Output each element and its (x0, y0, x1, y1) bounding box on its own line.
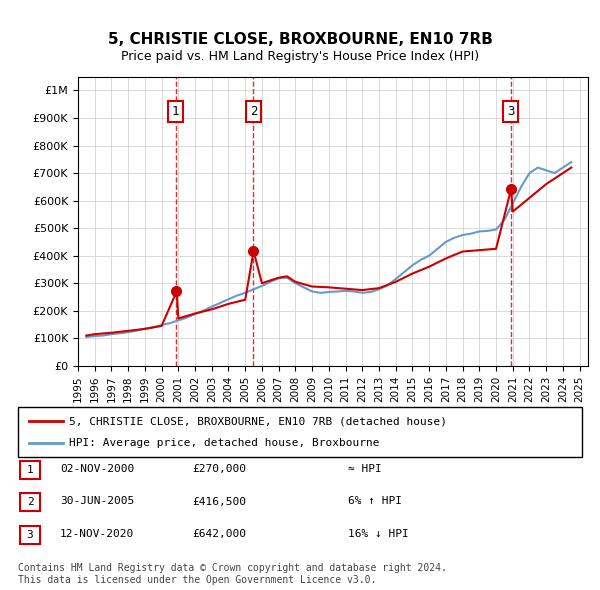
FancyBboxPatch shape (20, 461, 40, 478)
FancyBboxPatch shape (20, 493, 40, 511)
FancyBboxPatch shape (18, 407, 582, 457)
Text: 3: 3 (507, 105, 514, 118)
Text: 5, CHRISTIE CLOSE, BROXBOURNE, EN10 7RB (detached house): 5, CHRISTIE CLOSE, BROXBOURNE, EN10 7RB … (69, 416, 447, 426)
Text: ≈ HPI: ≈ HPI (348, 464, 382, 474)
Text: Price paid vs. HM Land Registry's House Price Index (HPI): Price paid vs. HM Land Registry's House … (121, 50, 479, 63)
Text: 5, CHRISTIE CLOSE, BROXBOURNE, EN10 7RB: 5, CHRISTIE CLOSE, BROXBOURNE, EN10 7RB (107, 32, 493, 47)
Text: 12-NOV-2020: 12-NOV-2020 (60, 529, 134, 539)
Text: 2: 2 (26, 497, 34, 507)
Text: 1: 1 (172, 105, 179, 118)
Text: 3: 3 (26, 530, 34, 539)
Text: £270,000: £270,000 (192, 464, 246, 474)
Text: 2: 2 (250, 105, 257, 118)
Text: 16% ↓ HPI: 16% ↓ HPI (348, 529, 409, 539)
Bar (175, 77, 176, 366)
Bar (253, 77, 254, 366)
Text: Contains HM Land Registry data © Crown copyright and database right 2024.
This d: Contains HM Land Registry data © Crown c… (18, 563, 447, 585)
Text: 02-NOV-2000: 02-NOV-2000 (60, 464, 134, 474)
Text: HPI: Average price, detached house, Broxbourne: HPI: Average price, detached house, Brox… (69, 438, 379, 448)
Text: £416,500: £416,500 (192, 497, 246, 506)
FancyBboxPatch shape (20, 526, 40, 543)
Bar (509, 77, 511, 366)
Text: 6% ↑ HPI: 6% ↑ HPI (348, 497, 402, 506)
Text: 30-JUN-2005: 30-JUN-2005 (60, 497, 134, 506)
Text: 1: 1 (26, 465, 34, 474)
Text: £642,000: £642,000 (192, 529, 246, 539)
